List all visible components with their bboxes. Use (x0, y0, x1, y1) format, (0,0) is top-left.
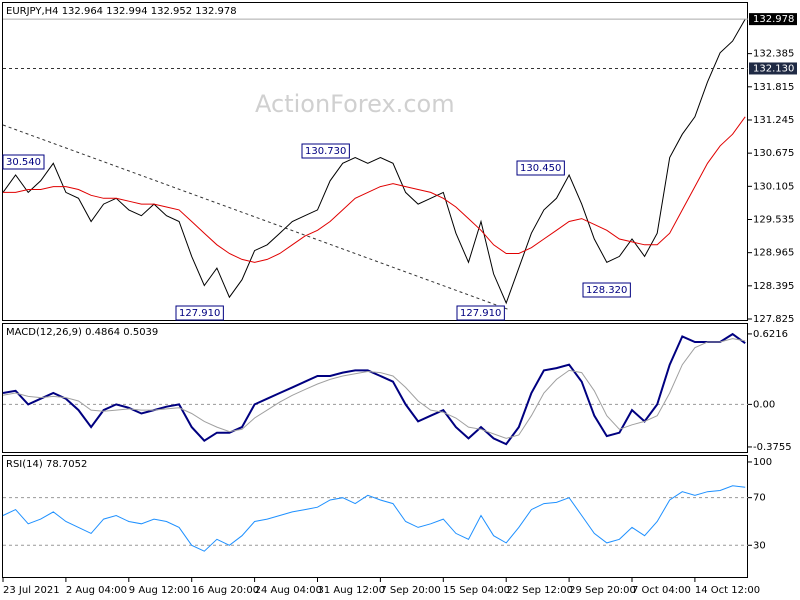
current-price-label: 132.978 (753, 14, 794, 25)
panel-title: MACD(12,26,9) 0.4864 0.5039 (6, 327, 158, 338)
panel-title: RSI(14) 78.7052 (6, 459, 87, 470)
annotation-box (175, 305, 224, 321)
x-tick-label: 2 Aug 04:00 (66, 585, 127, 596)
x-tick-label: 24 Aug 04:00 (255, 585, 322, 596)
level-label: 132.130 (753, 63, 794, 74)
annotation-box (582, 282, 631, 298)
y-tick-label: 30 (753, 540, 766, 551)
series-line (2, 485, 746, 552)
y-tick-label: 128.395 (753, 281, 794, 292)
annotation: 130.730 (305, 146, 346, 157)
x-tick-label: 31 Aug 12:00 (318, 585, 385, 596)
annotation: 127.910 (460, 308, 501, 319)
annotation: 127.910 (179, 308, 220, 319)
y-tick-label: 0.6216 (753, 329, 788, 340)
y-tick-label: 131.245 (753, 115, 794, 126)
current-price-box (749, 13, 797, 26)
y-tick-label: 127.825 (753, 314, 794, 325)
series-line (2, 338, 746, 439)
annotation-box (456, 305, 505, 321)
y-tick-label: -0.3755 (753, 442, 792, 453)
y-tick-label: 129.535 (753, 214, 794, 225)
x-tick-label: 23 Jul 2021 (3, 585, 60, 596)
rsi-panel (2, 455, 748, 578)
annotation: 128.320 (586, 285, 627, 296)
annotation: 30.540 (6, 157, 41, 168)
annotation: 130.450 (520, 163, 561, 174)
x-tick-label: 15 Sep 04:00 (443, 585, 510, 596)
y-tick-label: 128.965 (753, 248, 794, 259)
y-tick-label: 131.815 (753, 82, 794, 93)
x-tick-label: 14 Oct 12:00 (695, 585, 760, 596)
panel-title: EURJPY,H4 132.964 132.994 132.952 132.97… (6, 6, 237, 17)
x-tick-label: 22 Sep 12:00 (506, 585, 573, 596)
level-box (749, 62, 797, 75)
annotation-box (301, 143, 350, 159)
y-tick-label: 130.675 (753, 148, 794, 159)
series-line (2, 18, 746, 305)
y-tick-label: 130.105 (753, 181, 794, 192)
x-tick-label: 9 Aug 12:00 (129, 585, 190, 596)
annotation-box (516, 160, 565, 176)
watermark: ActionForex.com (255, 90, 455, 118)
x-tick-label: 29 Sep 20:00 (569, 585, 636, 596)
y-tick-label: 100 (753, 457, 772, 468)
x-tick-label: 7 Oct 04:00 (632, 585, 691, 596)
x-tick-label: 7 Sep 20:00 (380, 585, 440, 596)
series-line (3, 116, 746, 263)
macd-panel (2, 323, 748, 453)
x-tick-label: 16 Aug 20:00 (192, 585, 259, 596)
annotation-box (2, 154, 45, 170)
y-tick-label: 0.00 (753, 399, 775, 410)
y-tick-label: 70 (753, 493, 766, 504)
y-tick-label: 132.385 (753, 49, 794, 60)
